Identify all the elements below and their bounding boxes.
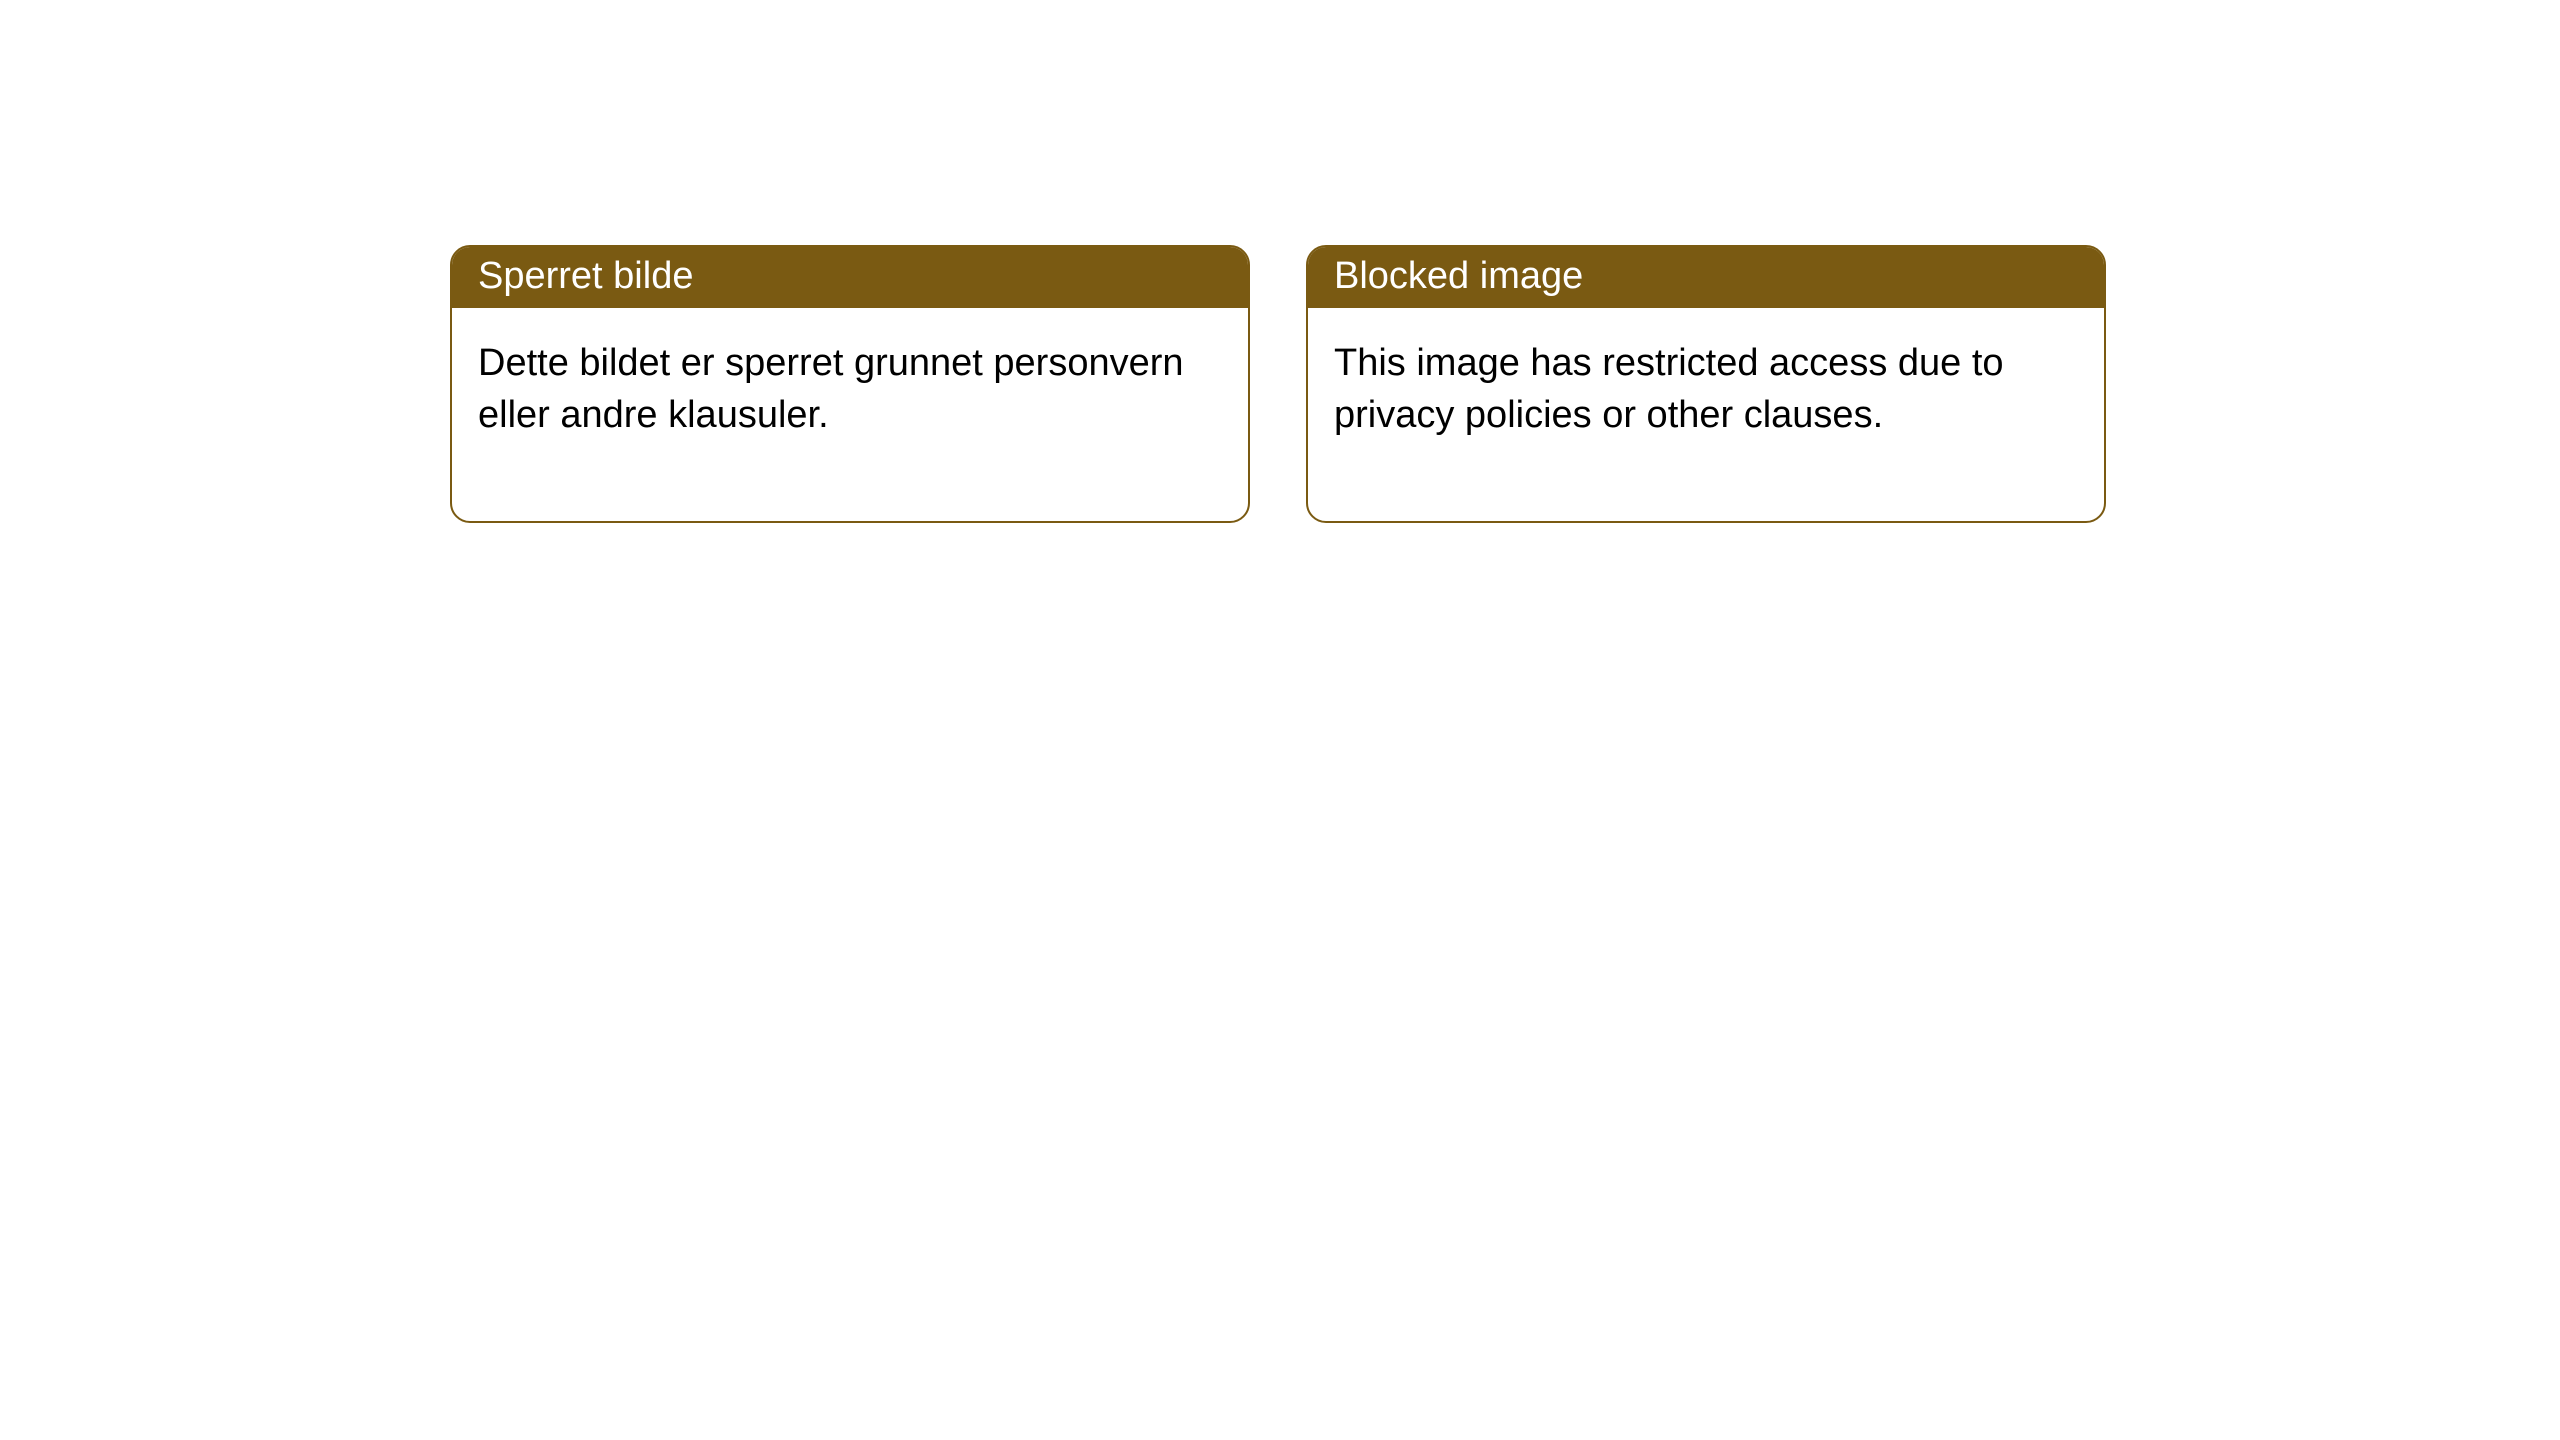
blocked-image-card-no: Sperret bilde Dette bildet er sperret gr… [450, 245, 1250, 523]
card-body-text: This image has restricted access due to … [1334, 342, 2004, 436]
card-body: This image has restricted access due to … [1308, 308, 2104, 521]
card-header: Blocked image [1308, 247, 2104, 308]
card-header: Sperret bilde [452, 247, 1248, 308]
notice-cards-container: Sperret bilde Dette bildet er sperret gr… [0, 0, 2560, 523]
blocked-image-card-en: Blocked image This image has restricted … [1306, 245, 2106, 523]
card-body: Dette bildet er sperret grunnet personve… [452, 308, 1248, 521]
card-title: Blocked image [1334, 255, 1583, 297]
card-title: Sperret bilde [478, 255, 693, 297]
card-body-text: Dette bildet er sperret grunnet personve… [478, 342, 1184, 436]
